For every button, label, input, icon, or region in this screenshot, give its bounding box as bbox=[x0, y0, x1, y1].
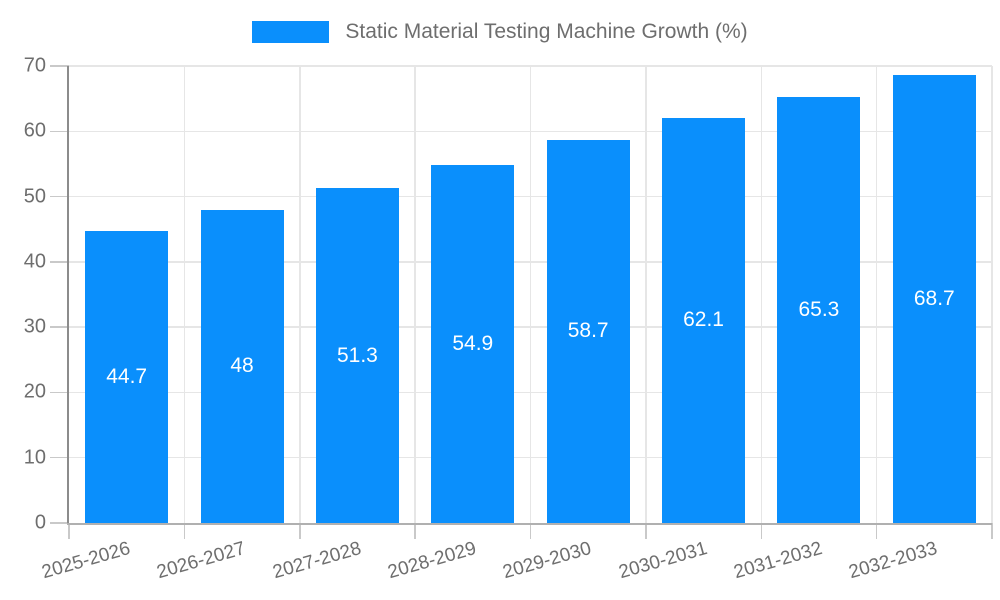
bar[interactable]: 68.7 bbox=[892, 74, 976, 523]
x-tick-mark bbox=[414, 523, 416, 539]
legend-swatch-icon bbox=[252, 21, 330, 43]
x-axis-tick-label: 2029-2030 bbox=[500, 538, 594, 584]
y-tick-mark bbox=[50, 391, 69, 394]
y-tick-mark bbox=[50, 456, 69, 459]
y-axis-tick-label: 10 bbox=[23, 446, 46, 469]
bar-value-label: 58.7 bbox=[567, 319, 609, 343]
v-gridline bbox=[183, 66, 186, 523]
x-axis-tick-label: 2031-2032 bbox=[731, 538, 825, 584]
bar[interactable]: 51.3 bbox=[315, 188, 399, 523]
x-axis-tick-label: 2030-2031 bbox=[616, 538, 710, 584]
bar-value-label: 44.7 bbox=[106, 365, 148, 389]
x-tick-mark bbox=[183, 523, 186, 539]
v-gridline bbox=[414, 66, 416, 523]
y-axis-tick-label: 40 bbox=[23, 250, 46, 273]
x-tick-mark bbox=[529, 523, 532, 539]
bar[interactable]: 65.3 bbox=[777, 96, 861, 523]
bar[interactable]: 62.1 bbox=[662, 117, 746, 523]
x-tick-mark bbox=[645, 523, 647, 539]
y-axis-tick-label: 30 bbox=[23, 315, 46, 338]
y-tick-mark bbox=[50, 261, 69, 263]
bar[interactable]: 44.7 bbox=[85, 231, 169, 523]
y-axis-tick-label: 50 bbox=[23, 185, 46, 208]
v-gridline bbox=[875, 66, 878, 523]
bar[interactable]: 54.9 bbox=[431, 164, 515, 523]
x-tick-mark bbox=[299, 523, 301, 539]
y-axis-tick-label: 20 bbox=[23, 380, 46, 403]
bar-value-label: 65.3 bbox=[798, 297, 840, 321]
legend[interactable]: Static Material Testing Machine Growth (… bbox=[0, 20, 1000, 44]
bar-value-label: 68.7 bbox=[913, 286, 955, 310]
plot-area: 0 10 20 30 40 50 60 70 44.7 48 51.3 54.9 58.7 62.1 65.… bbox=[24, 55, 993, 583]
x-axis-tick-label: 2025-2026 bbox=[39, 538, 133, 584]
v-gridline bbox=[991, 66, 993, 523]
y-axis-tick-label: 70 bbox=[23, 54, 46, 77]
bar-value-label: 62.1 bbox=[683, 308, 724, 332]
y-axis-tick-label: 0 bbox=[34, 511, 46, 534]
bar-value-label: 54.9 bbox=[452, 331, 494, 355]
y-tick-mark bbox=[50, 130, 69, 133]
bar-value-label: 48 bbox=[230, 354, 254, 378]
x-axis-tick-label: 2027-2028 bbox=[270, 538, 364, 584]
y-tick-mark bbox=[50, 195, 69, 198]
x-axis-tick-label: 2032-2033 bbox=[846, 538, 941, 584]
x-tick-mark bbox=[991, 523, 993, 539]
v-gridline bbox=[645, 66, 647, 523]
bar-value-label: 51.3 bbox=[336, 343, 378, 367]
v-gridline bbox=[529, 66, 532, 523]
bar[interactable]: 58.7 bbox=[546, 139, 630, 523]
y-tick-mark bbox=[50, 522, 69, 524]
v-gridline bbox=[299, 66, 301, 523]
bar[interactable]: 48 bbox=[200, 209, 284, 523]
y-axis-tick-label: 60 bbox=[23, 119, 46, 142]
x-tick-mark bbox=[875, 523, 878, 539]
y-tick-mark bbox=[50, 65, 69, 67]
v-gridline bbox=[760, 66, 762, 523]
y-axis-line bbox=[67, 66, 69, 525]
x-tick-mark bbox=[760, 523, 762, 539]
legend-label: Static Material Testing Machine Growth (… bbox=[345, 20, 748, 43]
x-axis-tick-label: 2028-2029 bbox=[385, 538, 479, 584]
x-tick-mark bbox=[68, 523, 70, 539]
x-axis-tick-label: 2026-2027 bbox=[154, 538, 248, 584]
y-tick-mark bbox=[50, 326, 69, 328]
x-axis-line bbox=[67, 523, 992, 525]
